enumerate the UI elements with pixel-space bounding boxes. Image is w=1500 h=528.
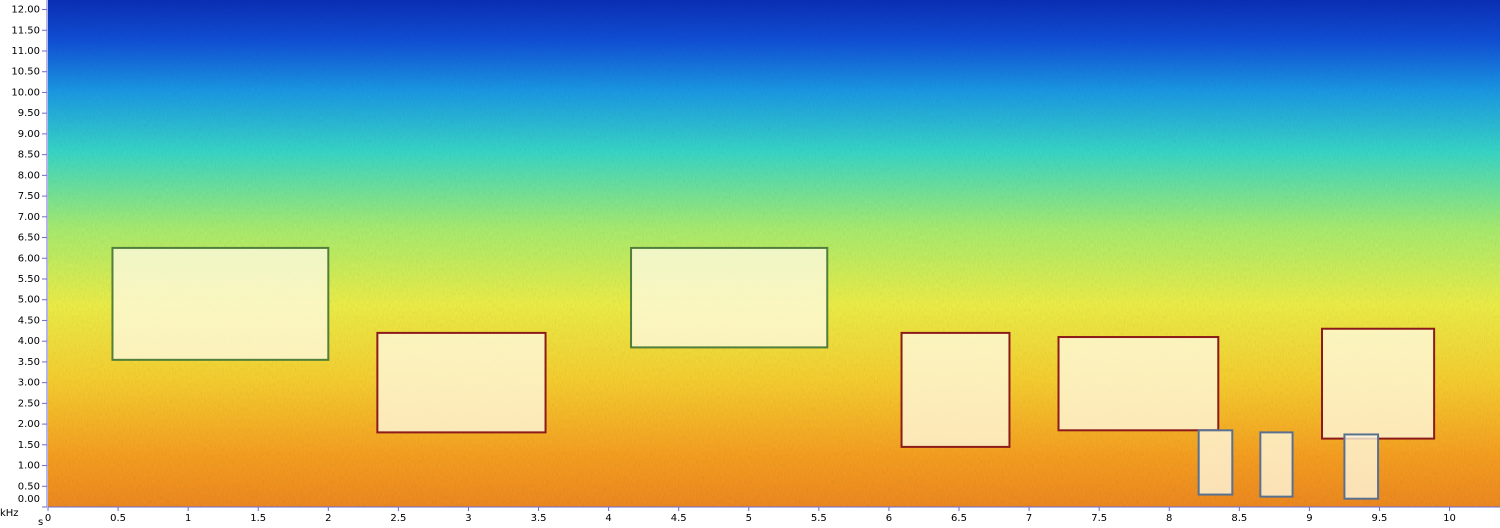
y-tick-label: 5.50 xyxy=(18,274,40,285)
x-tick-label: 4 xyxy=(605,513,611,524)
y-tick-label: 11.00 xyxy=(11,46,40,57)
y-tick-label: 11.50 xyxy=(11,25,40,36)
x-tick-label: 8 xyxy=(1166,513,1172,524)
x-tick-label: 10 xyxy=(1443,513,1456,524)
annotation-box xyxy=(630,246,829,349)
y-tick-label: 6.50 xyxy=(18,233,40,244)
y-tick-label: 9.50 xyxy=(18,108,40,119)
annotation-box xyxy=(900,331,1011,448)
annotation-box xyxy=(1321,327,1436,440)
annotation-box xyxy=(376,331,547,434)
annotation-box xyxy=(1343,433,1380,500)
y-tick-label: 8.00 xyxy=(18,170,40,181)
x-tick-label: 9.5 xyxy=(1372,513,1388,524)
y-tick-label: 8.50 xyxy=(18,150,40,161)
y-tick-label: 10.50 xyxy=(11,67,40,78)
y-tick-label: 1.00 xyxy=(18,461,40,472)
x-tick-label: 0.5 xyxy=(110,513,126,524)
y-tick-label: 2.00 xyxy=(18,419,40,430)
y-tick-label: 0.50 xyxy=(18,481,40,492)
x-tick-label: 5.5 xyxy=(811,513,827,524)
x-tick-label: 2.5 xyxy=(390,513,406,524)
y-tick-label: 10.00 xyxy=(11,87,40,98)
annotation-box xyxy=(1057,336,1220,432)
x-tick-label: 3.5 xyxy=(531,513,547,524)
y-tick-label: 3.00 xyxy=(18,378,40,389)
x-tick-label: 8.5 xyxy=(1231,513,1247,524)
y-tick-label: 4.50 xyxy=(18,315,40,326)
y-tick-label: 1.50 xyxy=(18,440,40,451)
x-tick-label: 6 xyxy=(886,513,892,524)
y-tick-label: 9.00 xyxy=(18,129,40,140)
y-tick-label: 5.00 xyxy=(18,295,40,306)
y-tick-label: 12.00 xyxy=(11,5,40,16)
annotation-box xyxy=(111,246,330,361)
x-tick-label: 7.5 xyxy=(1091,513,1107,524)
y-tick-label: 3.50 xyxy=(18,357,40,368)
x-tick-label: 2 xyxy=(325,513,331,524)
y-axis-label: kHz xyxy=(0,508,19,519)
x-tick-label: 1 xyxy=(185,513,191,524)
y-tick-label: 0.00 xyxy=(18,494,40,505)
annotation-box xyxy=(1197,429,1234,496)
x-axis-label: s xyxy=(38,517,43,528)
x-tick-label: 9 xyxy=(1306,513,1312,524)
x-tick-label: 1.5 xyxy=(250,513,266,524)
y-tick-label: 7.50 xyxy=(18,191,40,202)
y-tick-label: 7.00 xyxy=(18,212,40,223)
x-tick-label: 5 xyxy=(746,513,752,524)
annotation-box xyxy=(1259,431,1294,498)
x-tick-label: 7 xyxy=(1026,513,1032,524)
x-tick-label: 3 xyxy=(465,513,471,524)
y-tick-label: 6.00 xyxy=(18,253,40,264)
y-tick-label: 2.50 xyxy=(18,398,40,409)
x-tick-label: 4.5 xyxy=(671,513,687,524)
x-axis-area xyxy=(0,507,1500,528)
x-tick-label: 0 xyxy=(45,513,51,524)
x-tick-label: 6.5 xyxy=(951,513,967,524)
y-tick-label: 4.00 xyxy=(18,336,40,347)
